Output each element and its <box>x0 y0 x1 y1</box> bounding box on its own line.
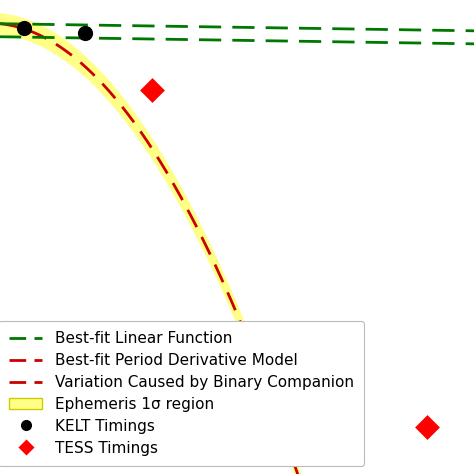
Point <box>423 423 430 430</box>
Point <box>20 25 27 32</box>
Legend: Best-fit Linear Function, Best-fit Period Derivative Model, Variation Caused by : Best-fit Linear Function, Best-fit Perio… <box>0 320 365 466</box>
Point <box>82 29 89 37</box>
Point <box>148 86 155 94</box>
